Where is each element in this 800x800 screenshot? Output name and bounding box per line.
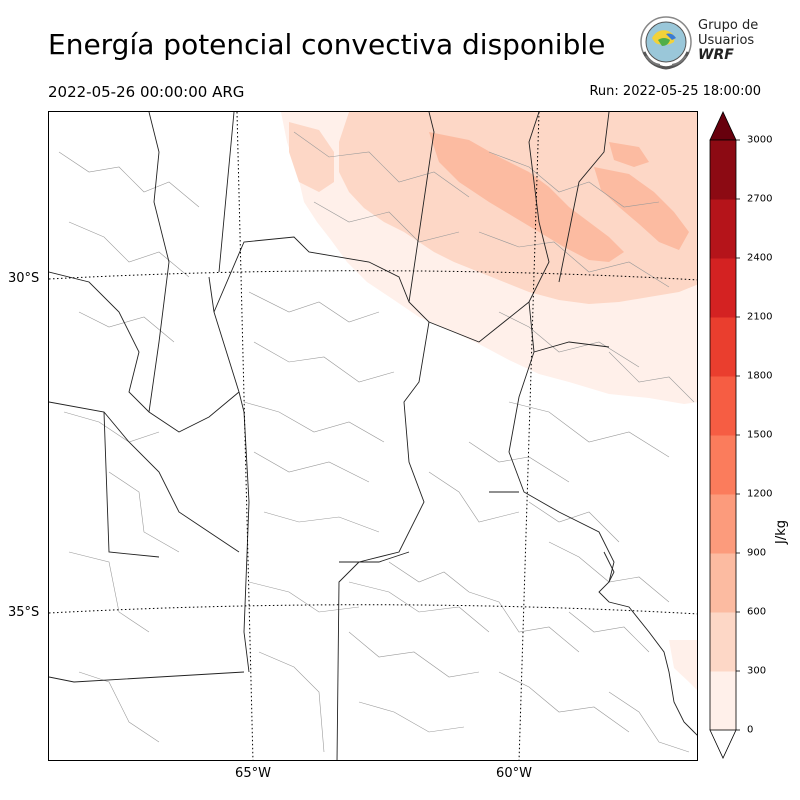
- logo-line-3: WRF: [698, 47, 734, 63]
- colorbar-scale: [709, 111, 740, 759]
- globe-logo-icon: [640, 16, 692, 70]
- colorbar-level-1: [710, 612, 736, 672]
- lat-label-30s: 30°S: [8, 271, 40, 286]
- cape-level-600-900-east: [594, 167, 689, 250]
- department-boundaries: [58, 131, 695, 753]
- colorbar-tick-label: 3000: [747, 134, 773, 146]
- logo-line-1: Grupo de: [698, 18, 759, 33]
- lon-label-65w: 65°W: [235, 766, 271, 781]
- colorbar-extend-low: [709, 729, 737, 759]
- lon-label-60w: 60°W: [496, 766, 532, 781]
- graticule: [49, 112, 697, 760]
- colorbar-tick-label: 2100: [747, 311, 773, 323]
- colorbar-tick-label: 2400: [747, 252, 773, 264]
- map-panel: [48, 111, 698, 761]
- colorbar-tick-label: 0: [747, 724, 754, 736]
- colorbar-extend-high: [709, 111, 737, 141]
- colorbar-tick-label: 600: [747, 606, 767, 618]
- lat-label-35s: 35°S: [8, 605, 40, 620]
- colorbar-tick-label: 300: [747, 665, 767, 677]
- colorbar-level-3: [710, 494, 736, 554]
- cape-field: [281, 112, 697, 690]
- colorbar-units: J/kg: [774, 520, 789, 544]
- cape-level-300-600-west: [289, 122, 334, 192]
- colorbar-tick-label: 1800: [747, 370, 773, 382]
- province-boundaries: [49, 112, 615, 760]
- logo: Grupo de Usuarios WRF: [638, 16, 760, 72]
- colorbar-level-7: [710, 258, 736, 318]
- colorbar-level-0: [710, 671, 736, 731]
- run-time: Run: 2022-05-25 18:00:00: [589, 84, 761, 99]
- cape-level-600-900: [429, 132, 624, 262]
- colorbar-level-5: [710, 376, 736, 436]
- colorbar-tick-label: 900: [747, 547, 767, 559]
- colorbar-level-4: [710, 435, 736, 495]
- cape-level-600-900-north: [609, 142, 649, 167]
- colorbar-level-2: [710, 553, 736, 613]
- cape-level-0-300-patch: [669, 640, 697, 690]
- colorbar-level-6: [710, 317, 736, 377]
- colorbar-tick-label: 1200: [747, 488, 773, 500]
- page-title: Energía potencial convectiva disponible: [48, 28, 606, 61]
- coastline: [598, 551, 697, 736]
- map-canvas: [49, 112, 697, 760]
- valid-time: 2022-05-26 00:00:00 ARG: [48, 83, 245, 101]
- logo-text: Grupo de Usuarios WRF: [698, 18, 758, 63]
- colorbar-tick-label: 2700: [747, 193, 773, 205]
- colorbar-level-9: [710, 140, 736, 200]
- colorbar-level-8: [710, 199, 736, 259]
- logo-line-2: Usuarios: [698, 33, 755, 48]
- colorbar-tick-label: 1500: [747, 429, 773, 441]
- colorbar: J/kg 3000 2700 2400 2100 1800 1500 1200 900 600 3…: [706, 108, 796, 768]
